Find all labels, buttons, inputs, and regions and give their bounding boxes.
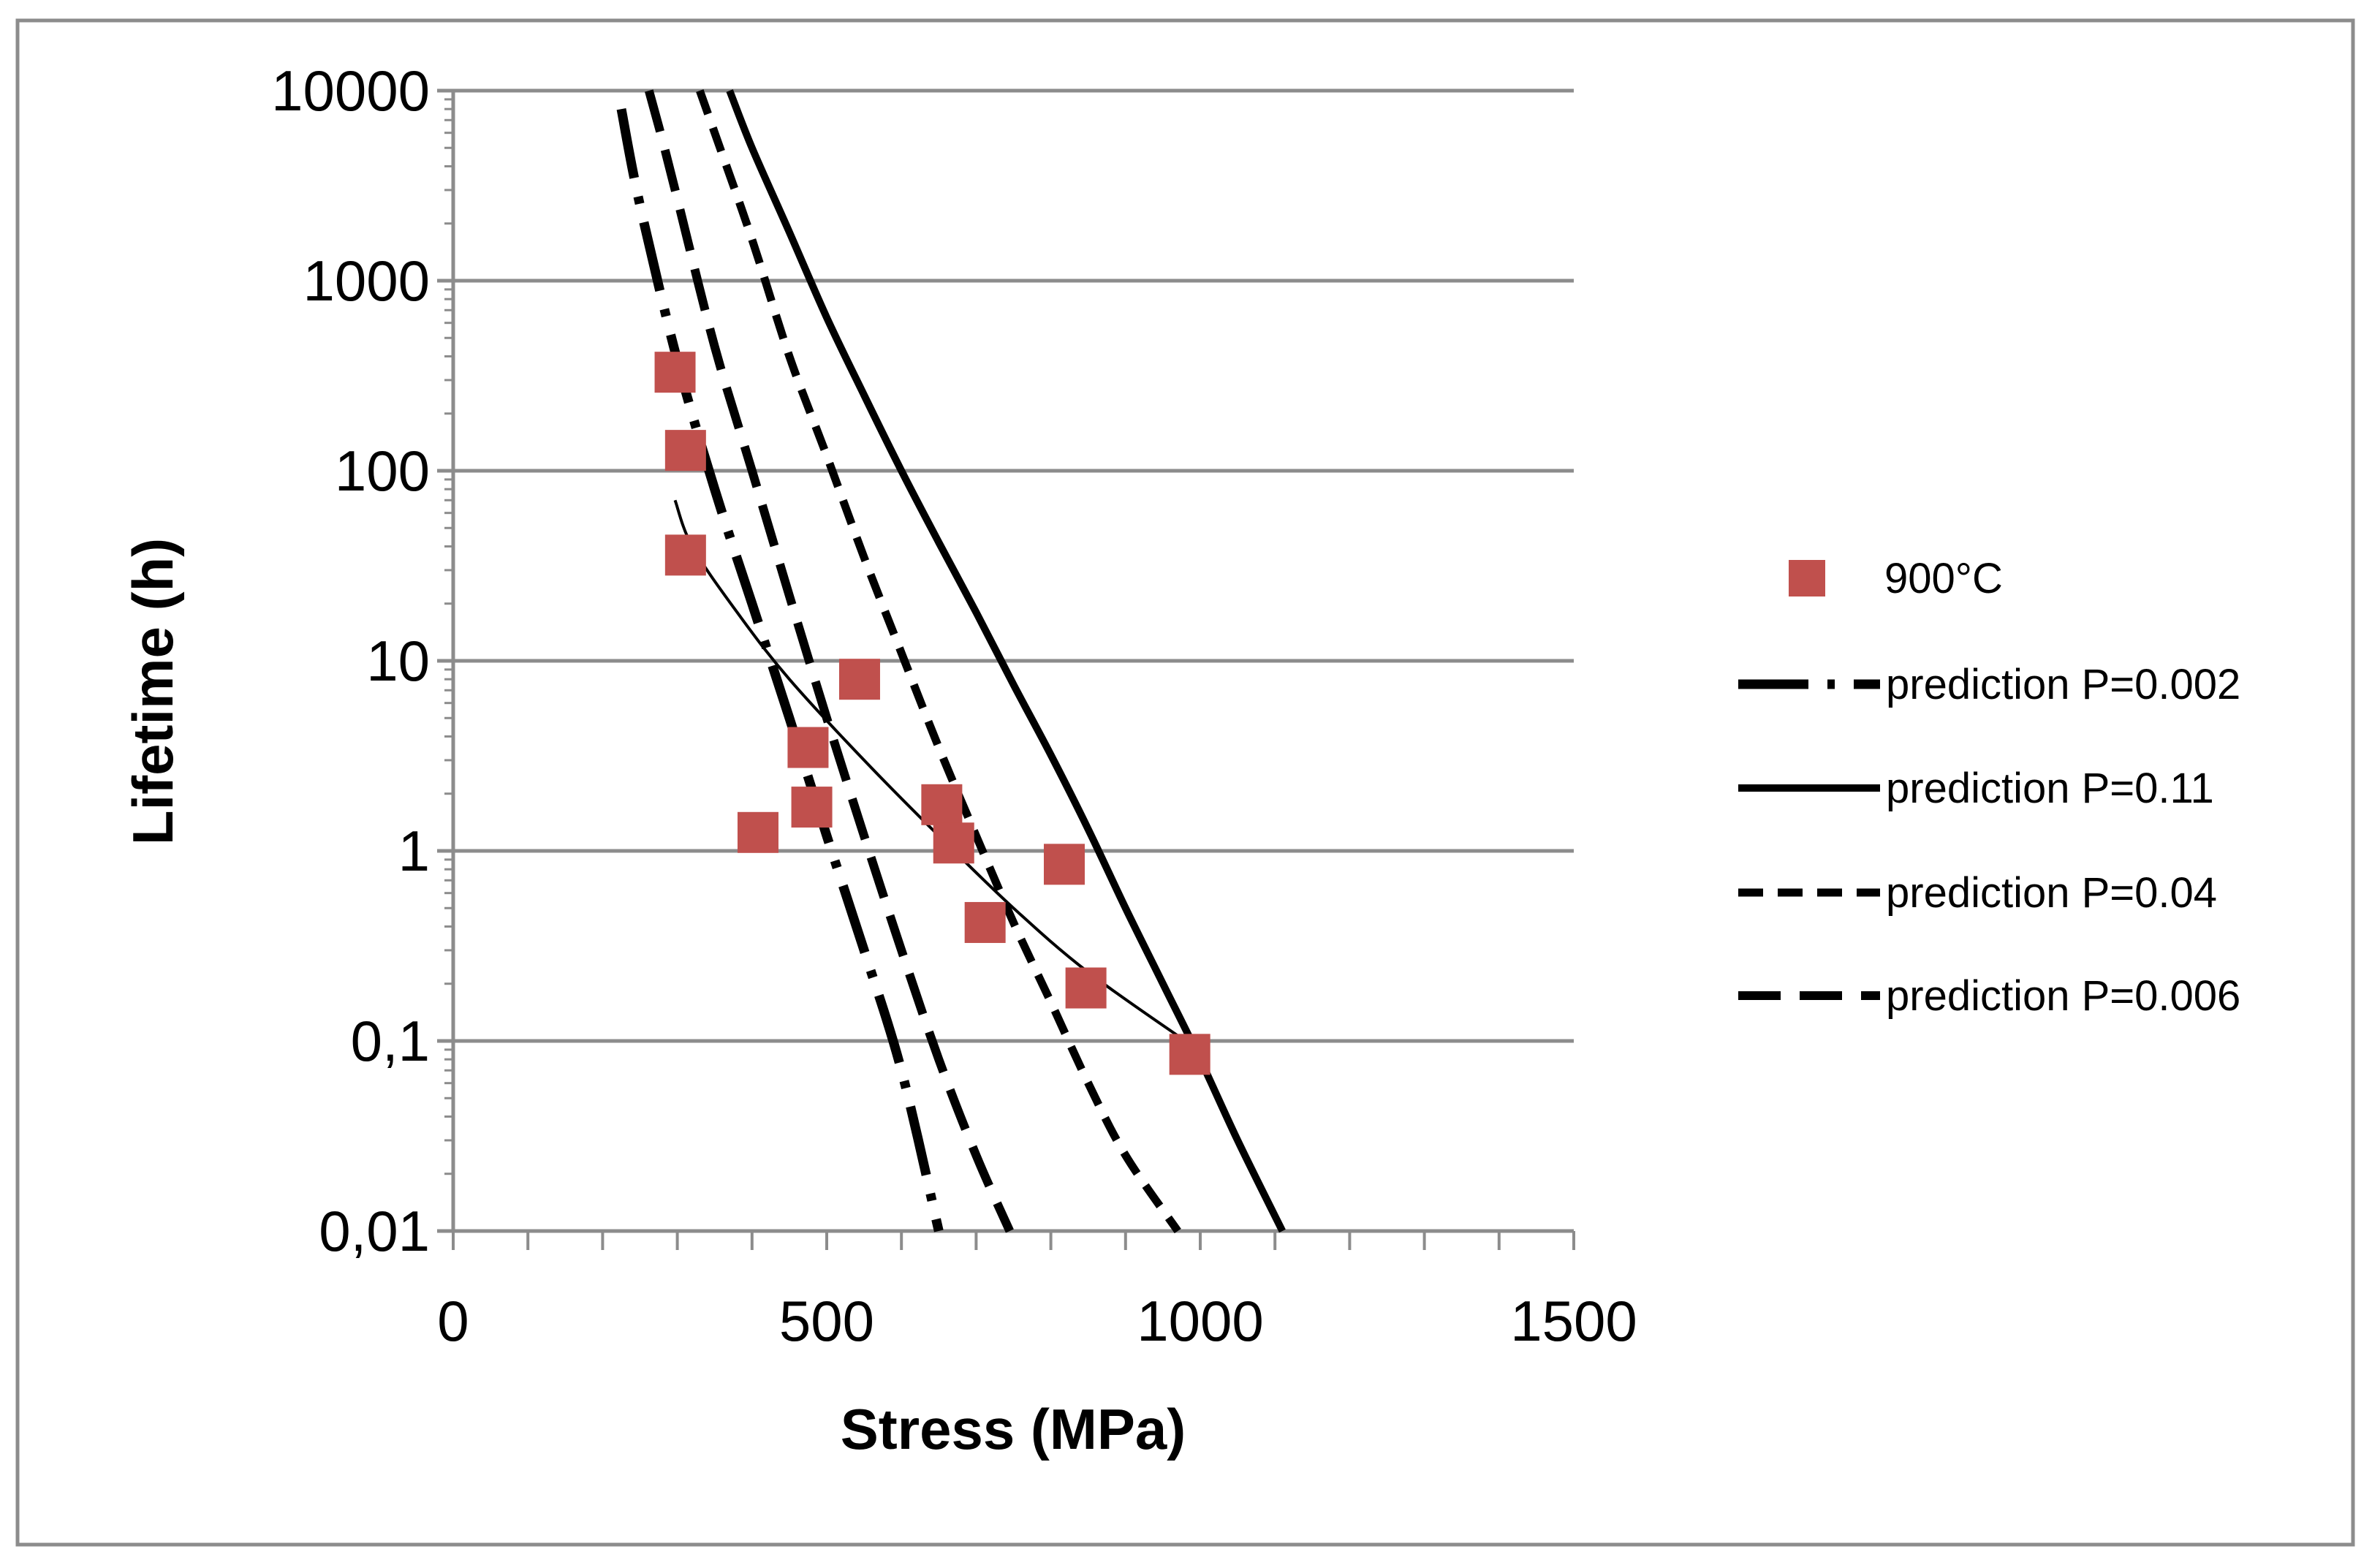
data-point-marker: [964, 901, 1006, 943]
axes-layer: 10000 1000 100 10 1 0,1 0,010 500 1000 1500: [271, 58, 1637, 1353]
data-point-marker: [1169, 1034, 1210, 1075]
series-line-prediction-p-0-04: [696, 89, 1181, 1234]
legend-entry-prediction-p-0-04: prediction P=0.04: [1738, 869, 2217, 917]
data-point-marker: [1043, 844, 1085, 885]
data-point-marker: [838, 659, 880, 700]
series-line-prediction-p-0-11: [726, 89, 1286, 1233]
y-tick-label: 0,01: [319, 1199, 430, 1263]
data-point-marker: [737, 811, 778, 853]
legend-marker: [1789, 560, 1825, 596]
legend-entry-prediction-p-0-002: prediction P=0.002: [1738, 661, 2240, 708]
y-tick-label: 1: [398, 819, 430, 883]
x-tick-label: 1500: [1510, 1289, 1637, 1353]
y-tick-label: 10: [366, 629, 430, 693]
data-point-marker: [1065, 967, 1107, 1009]
series-layer: [616, 89, 1286, 1234]
data-point-marker: [921, 784, 963, 825]
data-point-marker: [933, 822, 974, 864]
series-line-prediction-p-0-002: [616, 107, 944, 1232]
legend-label: prediction P=0.11: [1886, 765, 2214, 812]
legend-layer: 900°C prediction P=0.002 prediction P=0.11…: [1738, 555, 2240, 1020]
y-tick-label: 0,1: [351, 1009, 430, 1073]
data-point-marker: [664, 534, 706, 576]
series-line-trend: [673, 499, 1186, 1042]
legend-entry-900-c: 900°C: [1789, 555, 2003, 602]
x-tick-label: 0: [437, 1289, 469, 1353]
data-point-marker: [664, 430, 706, 471]
series-line-prediction-p-0-006: [645, 89, 1014, 1233]
legend-label: prediction P=0.006: [1886, 972, 2240, 1020]
x-axis-title: Stress (MPa): [841, 1397, 1186, 1461]
legend-label: prediction P=0.04: [1886, 869, 2217, 917]
legend-label: 900°C: [1884, 555, 2003, 602]
chart-area: [15, 18, 2355, 1547]
legend-entry-prediction-p-0-006: prediction P=0.006: [1738, 972, 2240, 1020]
data-point-marker: [787, 727, 829, 768]
y-tick-label: 100: [335, 439, 430, 503]
y-axis-title: Lifetime (h): [121, 538, 185, 845]
legend-label: prediction P=0.002: [1886, 661, 2240, 708]
data-point-marker: [791, 787, 833, 828]
legend-entry-prediction-p-0-11: prediction P=0.11: [1738, 765, 2214, 812]
x-tick-label: 500: [779, 1289, 874, 1353]
y-tick-label: 10000: [271, 58, 430, 123]
x-tick-label: 1000: [1137, 1289, 1264, 1353]
y-tick-label: 1000: [303, 249, 430, 313]
data-point-marker: [654, 352, 696, 393]
